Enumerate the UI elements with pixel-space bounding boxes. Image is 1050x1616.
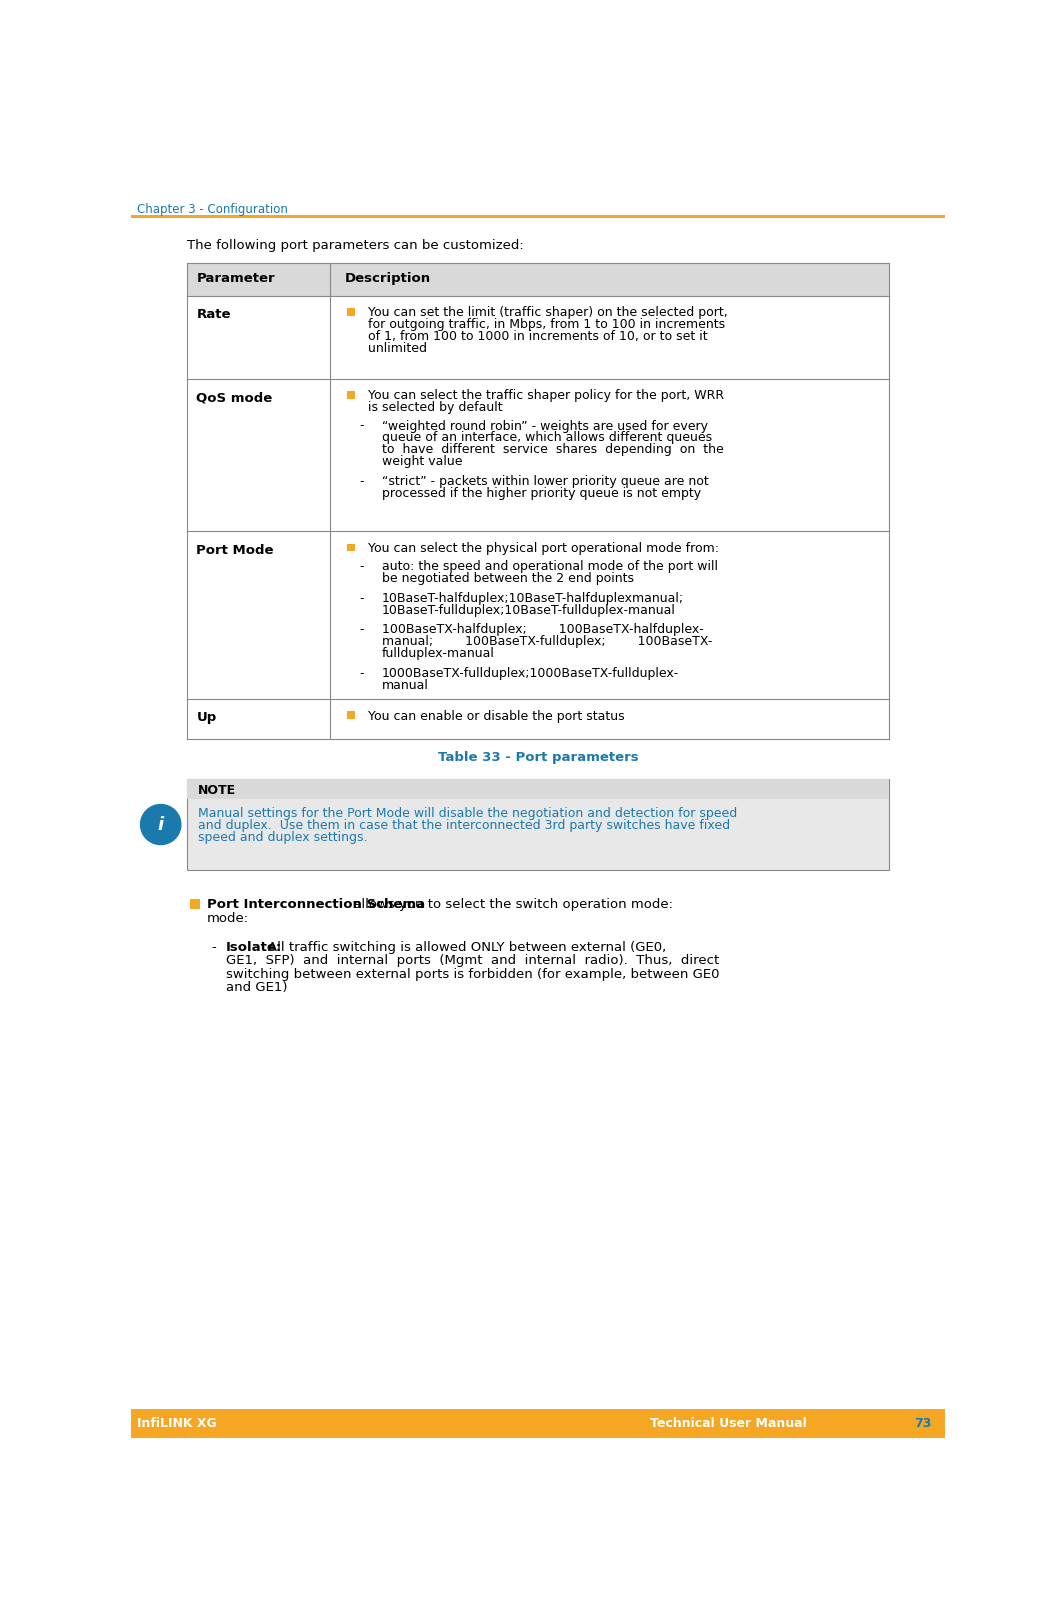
Text: Isolate:: Isolate: [226, 941, 282, 953]
Bar [348, 711, 355, 719]
Text: Port Mode: Port Mode [196, 543, 274, 556]
Bar [348, 391, 355, 399]
Text: Chapter 3 - Configuration: Chapter 3 - Configuration [138, 204, 289, 217]
Text: is selected by default: is selected by default [368, 401, 502, 414]
Text: and duplex.  Use them in case that the interconnected 3rd party switches have fi: and duplex. Use them in case that the in… [197, 819, 730, 832]
Bar [187, 779, 889, 869]
Text: and GE1): and GE1) [226, 981, 288, 994]
Text: -: - [360, 667, 364, 680]
Text: weight value: weight value [381, 456, 462, 469]
Text: be negotiated between the 2 end points: be negotiated between the 2 end points [381, 572, 633, 585]
Text: allows you to select the switch operation mode:: allows you to select the switch operatio… [350, 898, 673, 911]
Text: “weighted round robin” - weights are used for every: “weighted round robin” - weights are use… [381, 420, 708, 433]
Bar [348, 543, 355, 551]
Bar [187, 263, 889, 296]
Text: NOTE: NOTE [197, 784, 236, 797]
Bar [131, 215, 945, 218]
Text: -: - [360, 591, 364, 604]
Text: GE1,  SFP)  and  internal  ports  (Mgmt  and  internal  radio).  Thus,  direct: GE1, SFP) and internal ports (Mgmt and i… [226, 955, 719, 968]
Text: queue of an interface, which allows different queues: queue of an interface, which allows diff… [381, 431, 712, 444]
Text: manual: manual [381, 679, 428, 692]
Bar [190, 898, 201, 910]
Bar [131, 1409, 945, 1438]
Text: Manual settings for the Port Mode will disable the negotiation and detection for: Manual settings for the Port Mode will d… [197, 806, 737, 819]
Text: manual;        100BaseTX-fullduplex;        100BaseTX-: manual; 100BaseTX-fullduplex; 100BaseTX- [381, 635, 712, 648]
Ellipse shape [141, 805, 181, 845]
Text: 1000BaseTX-fullduplex;1000BaseTX-fullduplex-: 1000BaseTX-fullduplex;1000BaseTX-fulldup… [381, 667, 679, 680]
Text: Technical User Manual: Technical User Manual [651, 1417, 807, 1430]
Text: All traffic switching is allowed ONLY between external (GE0,: All traffic switching is allowed ONLY be… [268, 941, 666, 953]
Bar [187, 779, 889, 800]
Text: switching between external ports is forbidden (for example, between GE0: switching between external ports is forb… [226, 968, 719, 981]
Text: for outgoing traffic, in Mbps, from 1 to 100 in increments: for outgoing traffic, in Mbps, from 1 to… [368, 318, 724, 331]
Text: Port Interconnection Schema: Port Interconnection Schema [207, 898, 425, 911]
Text: mode:: mode: [207, 913, 249, 926]
Text: Description: Description [344, 273, 430, 286]
Text: Up: Up [196, 711, 216, 724]
Text: -: - [360, 561, 364, 574]
Text: You can set the limit (traffic shaper) on the selected port,: You can set the limit (traffic shaper) o… [368, 307, 728, 320]
Text: -: - [212, 941, 216, 953]
Text: 10BaseT-fullduplex;10BaseT-fullduplex-manual: 10BaseT-fullduplex;10BaseT-fullduplex-ma… [381, 603, 675, 617]
Text: Parameter: Parameter [196, 273, 275, 286]
Text: -: - [360, 624, 364, 637]
Text: QoS mode: QoS mode [196, 391, 273, 404]
Text: -: - [360, 475, 364, 488]
Text: You can select the physical port operational mode from:: You can select the physical port operati… [368, 541, 718, 554]
Text: InfiLINK XG: InfiLINK XG [138, 1417, 217, 1430]
Text: “strict” - packets within lower priority queue are not: “strict” - packets within lower priority… [381, 475, 709, 488]
Text: Rate: Rate [196, 309, 231, 322]
Text: auto: the speed and operational mode of the port will: auto: the speed and operational mode of … [381, 561, 717, 574]
Text: unlimited: unlimited [368, 343, 426, 356]
Text: -: - [360, 420, 364, 433]
Text: 73: 73 [914, 1417, 931, 1430]
Text: fullduplex-manual: fullduplex-manual [381, 646, 495, 659]
Text: i: i [158, 816, 164, 834]
Text: 100BaseTX-halfduplex;        100BaseTX-halfduplex-: 100BaseTX-halfduplex; 100BaseTX-halfdupl… [381, 624, 704, 637]
Text: Table 33 - Port parameters: Table 33 - Port parameters [438, 751, 638, 764]
Bar [348, 309, 355, 315]
Text: processed if the higher priority queue is not empty: processed if the higher priority queue i… [381, 486, 700, 499]
Text: speed and duplex settings.: speed and duplex settings. [197, 832, 368, 845]
Text: of 1, from 100 to 1000 in increments of 10, or to set it: of 1, from 100 to 1000 in increments of … [368, 330, 708, 343]
Text: You can enable or disable the port status: You can enable or disable the port statu… [368, 709, 625, 722]
Text: to  have  different  service  shares  depending  on  the: to have different service shares dependi… [381, 443, 723, 456]
Text: 10BaseT-halfduplex;10BaseT-halfduplexmanual;: 10BaseT-halfduplex;10BaseT-halfduplexman… [381, 591, 684, 604]
Text: The following port parameters can be customized:: The following port parameters can be cus… [187, 239, 524, 252]
Text: You can select the traffic shaper policy for the port, WRR: You can select the traffic shaper policy… [368, 389, 723, 402]
